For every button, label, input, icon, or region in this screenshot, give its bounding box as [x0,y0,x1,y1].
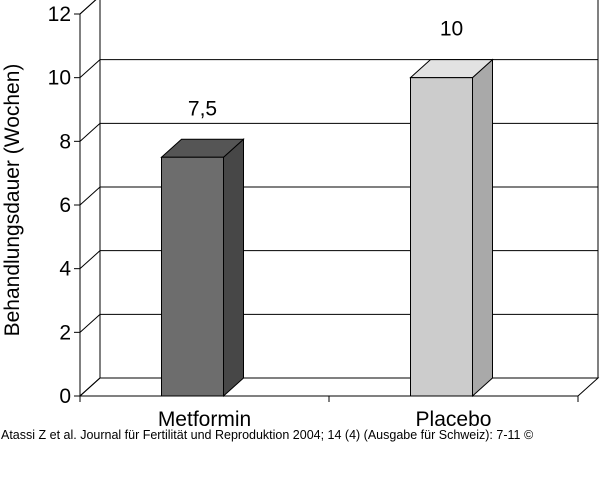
bar-placebo [409,58,494,398]
y-axis-title: Behandlungsdauer (Wochen) [1,64,24,337]
y-axis: 0 2 4 6 8 10 12 [48,3,81,408]
x-axis: Metformin Placebo [79,395,579,428]
category-label-placebo: Placebo [416,408,492,428]
data-label-placebo: 10 [440,18,463,41]
bar-front [410,77,473,397]
y-tick-label: 4 [59,258,71,281]
category-label-metformin: Metformin [158,408,251,428]
floor [78,377,600,397]
bar-metformin [160,138,245,398]
bar-front [161,156,224,397]
bar-chart: 0 2 4 6 8 10 12 7,5 10 Metformin Placebo Behandl… [1,0,600,428]
y-tick-label: 2 [59,321,71,344]
y-tick-label: 8 [59,130,71,153]
y-tick-label: 10 [48,67,71,90]
bar-side [223,138,244,398]
bar-side [472,58,493,398]
source-caption: Atassi Z et al. Journal für Fertilität u… [1,428,534,442]
y-tick-label: 0 [59,385,71,408]
y-tick-label: 12 [48,3,71,26]
y-tick-label: 6 [59,194,71,217]
data-labels: 7,5 10 [188,18,463,121]
side-wall [79,0,101,398]
data-label-metformin: 7,5 [188,97,217,120]
bars [160,58,494,398]
gridline [79,0,97,15]
